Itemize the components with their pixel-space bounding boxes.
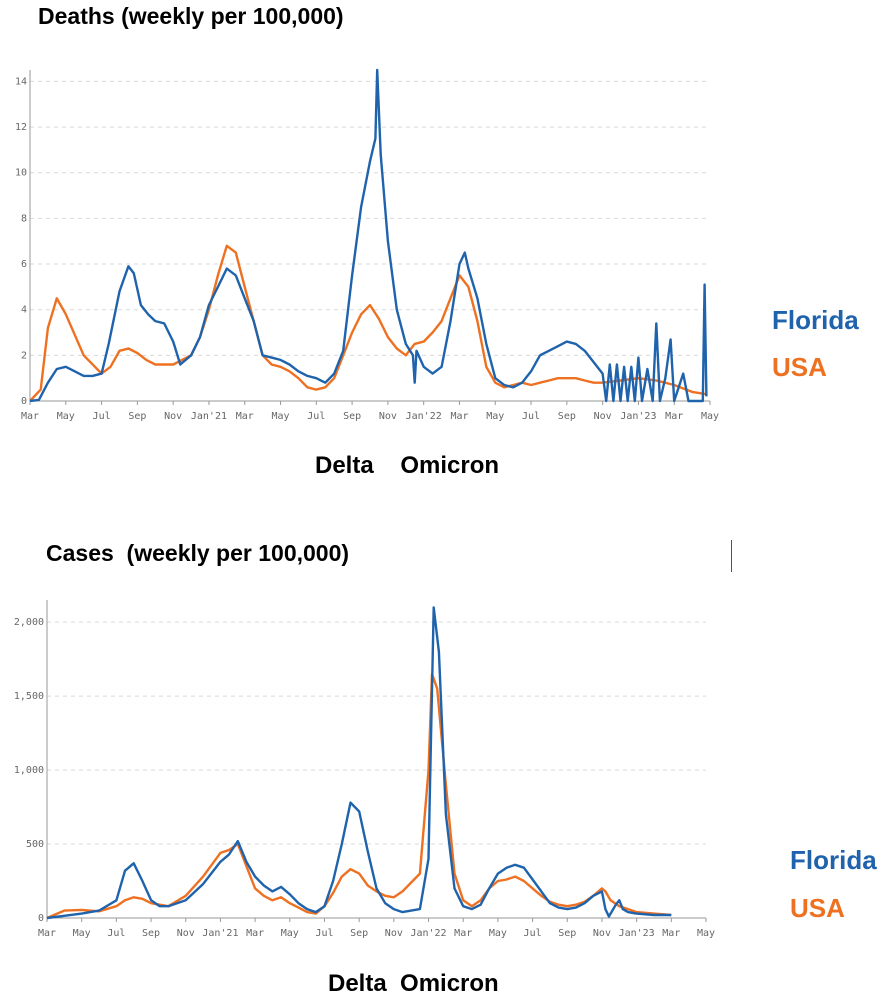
deaths-x-tick-label: Mar (450, 411, 468, 422)
deaths-x-tick-label: Jan'23 (620, 411, 656, 422)
cases-x-tick-label: Mar (246, 928, 264, 939)
deaths-y-tick-label: 14 (15, 76, 27, 87)
cases-x-tick-label: Nov (177, 928, 195, 939)
cases-x-tick-label: Jul (315, 928, 333, 939)
deaths-series-florida (29, 68, 708, 403)
cases-x-tick-label: Mar (662, 928, 680, 939)
deaths-y-tick-label: 2 (21, 350, 27, 361)
deaths-y-tick-label: 6 (21, 259, 27, 270)
cases-legend-florida: Florida (790, 845, 877, 875)
cases-x-tick-label: May (73, 928, 91, 939)
deaths-x-tick-label: Nov (379, 411, 397, 422)
cases-x-tick-label: May (697, 928, 715, 939)
deaths-y-tick-label: 8 (21, 213, 27, 224)
cases-y-tick-label: 2,000 (14, 617, 44, 628)
deaths-x-tick-label: Sep (128, 411, 146, 422)
deaths-x-tick-label: May (701, 411, 719, 422)
deaths-y-tick-label: 0 (21, 396, 27, 407)
deaths-x-tick-label: Sep (343, 411, 361, 422)
cases-series-usa (46, 672, 672, 920)
deaths-x-tick-label: Nov (594, 411, 612, 422)
deaths-y-tick-label: 12 (15, 122, 27, 133)
divider-line (731, 540, 732, 572)
deaths-x-tick-label: Mar (665, 411, 683, 422)
cases-x-tick-label: Mar (454, 928, 472, 939)
deaths-x-tick-label: Jul (93, 411, 111, 422)
cases-x-tick-label: May (489, 928, 507, 939)
deaths-x-tick-label: Mar (21, 411, 39, 422)
deaths-chart: 0 2 4 6 8 10 12 14 Mar May Jul Sep Nov Jan'21 Mar May Ju… (15, 68, 719, 422)
deaths-variants-label: Delta Omicron (315, 452, 500, 479)
cases-variants-label: Delta Omicron (328, 970, 499, 997)
cases-x-tick-label: Mar (38, 928, 56, 939)
cases-legend-usa: USA (790, 893, 845, 923)
deaths-x-tick-label: Jan'22 (406, 411, 442, 422)
cases-x-tick-label: Sep (558, 928, 576, 939)
cases-y-tick-label: 0 (38, 913, 44, 924)
deaths-x-tick-label: Sep (558, 411, 576, 422)
cases-x-tick-label: Sep (350, 928, 368, 939)
deaths-y-tick-label: 4 (21, 305, 27, 316)
cases-x-tick-label: May (281, 928, 299, 939)
cases-chart-title: Cases (weekly per 100,000) (46, 540, 350, 566)
deaths-x-tick-label: Jul (307, 411, 325, 422)
cases-x-tick-label: Jan'22 (410, 928, 446, 939)
deaths-x-tick-label: Jul (522, 411, 540, 422)
cases-series-florida (46, 606, 672, 920)
deaths-legend-usa: USA (772, 352, 827, 382)
deaths-series-usa (29, 244, 707, 402)
deaths-x-tick-label: May (271, 411, 289, 422)
deaths-x-tick-label: May (57, 411, 75, 422)
cases-x-tick-label: Nov (385, 928, 403, 939)
cases-y-tick-label: 1,500 (14, 691, 44, 702)
deaths-x-tick-label: Nov (164, 411, 182, 422)
cases-x-tick-label: Nov (593, 928, 611, 939)
cases-x-tick-label: Jan'23 (619, 928, 655, 939)
cases-chart: 0 500 1,000 1,500 2,000 Mar May Jul Sep Nov Jan'21… (14, 600, 715, 939)
deaths-x-tick-label: Jan'21 (191, 411, 227, 422)
cases-y-tick-label: 1,000 (14, 765, 44, 776)
deaths-x-tick-label: Mar (236, 411, 254, 422)
deaths-x-tick-label: May (486, 411, 504, 422)
deaths-chart-title: Deaths (weekly per 100,000) (38, 3, 344, 29)
deaths-y-tick-label: 10 (15, 168, 27, 179)
cases-x-tick-label: Sep (142, 928, 160, 939)
cases-x-tick-label: Jan'21 (202, 928, 238, 939)
deaths-legend-florida: Florida (772, 305, 859, 335)
cases-x-tick-label: Jul (524, 928, 542, 939)
cases-x-tick-label: Jul (107, 928, 125, 939)
cases-y-tick-label: 500 (26, 839, 44, 850)
